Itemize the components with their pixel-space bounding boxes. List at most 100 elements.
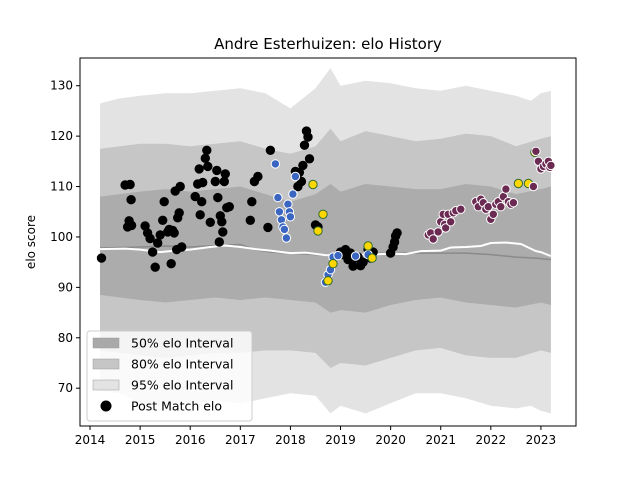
x-tick-label: 2022 xyxy=(476,433,507,447)
chart-title: Andre Esterhuizen: elo History xyxy=(214,35,442,53)
data-point xyxy=(279,224,290,235)
x-tick-label: 2014 xyxy=(75,433,106,447)
data-point xyxy=(150,262,160,272)
data-point xyxy=(174,208,184,218)
data-point xyxy=(153,238,163,248)
data-point xyxy=(270,159,281,169)
data-point xyxy=(126,195,136,205)
y-axis: 70 80 90 100 110 120 130 xyxy=(50,79,80,395)
y-tick-label: 100 xyxy=(50,230,73,244)
data-point xyxy=(224,202,235,212)
data-point xyxy=(428,234,438,244)
data-point xyxy=(363,241,373,251)
data-point xyxy=(313,226,323,236)
data-point xyxy=(285,212,296,222)
data-point xyxy=(308,179,318,190)
data-point xyxy=(446,217,456,227)
data-point xyxy=(214,237,225,247)
data-point xyxy=(220,169,231,179)
data-point xyxy=(177,242,187,252)
data-point xyxy=(198,177,208,188)
data-point xyxy=(296,176,307,187)
legend-label: Post Match elo xyxy=(131,399,222,414)
y-tick-label: 110 xyxy=(50,180,73,194)
data-point xyxy=(203,161,213,172)
data-point xyxy=(273,192,283,203)
data-point xyxy=(323,276,333,286)
y-tick-label: 120 xyxy=(50,129,73,143)
data-point xyxy=(433,227,443,237)
data-point xyxy=(247,197,257,207)
data-point xyxy=(304,154,315,164)
data-point xyxy=(546,160,556,171)
data-point xyxy=(456,204,466,214)
data-point xyxy=(159,197,169,207)
data-point xyxy=(281,233,292,243)
x-tick-label: 2020 xyxy=(375,433,406,447)
data-point xyxy=(303,132,313,142)
data-point xyxy=(200,153,211,164)
x-tick-label: 2018 xyxy=(275,433,306,447)
data-point xyxy=(194,164,204,174)
data-point xyxy=(531,146,541,157)
legend-label: 95% elo Interval xyxy=(131,378,233,393)
data-point xyxy=(288,189,298,199)
plot-area xyxy=(79,57,577,427)
data-point xyxy=(217,217,227,227)
data-points xyxy=(96,126,556,287)
y-axis-label: elo score xyxy=(24,215,38,269)
data-point xyxy=(212,165,222,176)
data-point xyxy=(145,233,155,244)
data-point xyxy=(513,178,524,189)
legend-swatch xyxy=(92,337,120,349)
data-point xyxy=(283,199,293,209)
y-tick-label: 70 xyxy=(58,381,73,395)
data-point xyxy=(190,191,200,202)
data-point xyxy=(441,223,451,233)
data-point xyxy=(392,228,402,238)
x-tick-label: 2015 xyxy=(125,433,156,447)
data-point xyxy=(245,215,256,226)
data-point xyxy=(253,171,263,182)
data-point xyxy=(274,207,285,217)
data-point xyxy=(358,257,368,267)
data-point xyxy=(175,181,185,192)
data-point xyxy=(218,227,228,237)
interval-bands xyxy=(100,68,551,414)
data-point xyxy=(318,209,328,220)
data-point xyxy=(202,145,212,156)
x-tick-label: 2023 xyxy=(526,433,557,447)
legend-box xyxy=(86,330,253,422)
data-point xyxy=(290,171,301,182)
y-tick-label: 130 xyxy=(50,79,73,93)
data-point xyxy=(197,197,207,207)
data-point xyxy=(328,259,338,269)
legend-swatch xyxy=(92,379,120,391)
data-point xyxy=(219,176,230,187)
data-point xyxy=(299,140,310,150)
y-tick-label: 90 xyxy=(58,280,73,294)
legend-swatch xyxy=(92,358,120,370)
data-point xyxy=(367,253,377,263)
data-point xyxy=(501,184,511,194)
data-point xyxy=(205,217,216,228)
data-point xyxy=(298,160,308,171)
data-point xyxy=(166,259,176,269)
data-point xyxy=(333,250,343,261)
plot-frame xyxy=(79,57,577,427)
legend-label: 50% elo Interval xyxy=(131,336,233,351)
legend-label: 80% elo Interval xyxy=(131,357,233,372)
data-point xyxy=(210,176,221,187)
data-point xyxy=(496,202,506,212)
data-point xyxy=(126,220,137,231)
data-point xyxy=(488,209,498,220)
band-50 xyxy=(100,184,551,313)
data-point xyxy=(508,198,519,208)
data-point xyxy=(169,228,179,238)
data-point xyxy=(528,181,539,192)
data-point xyxy=(158,215,168,226)
data-point xyxy=(213,192,223,203)
x-tick-label: 2019 xyxy=(325,433,356,447)
data-point xyxy=(125,179,135,190)
